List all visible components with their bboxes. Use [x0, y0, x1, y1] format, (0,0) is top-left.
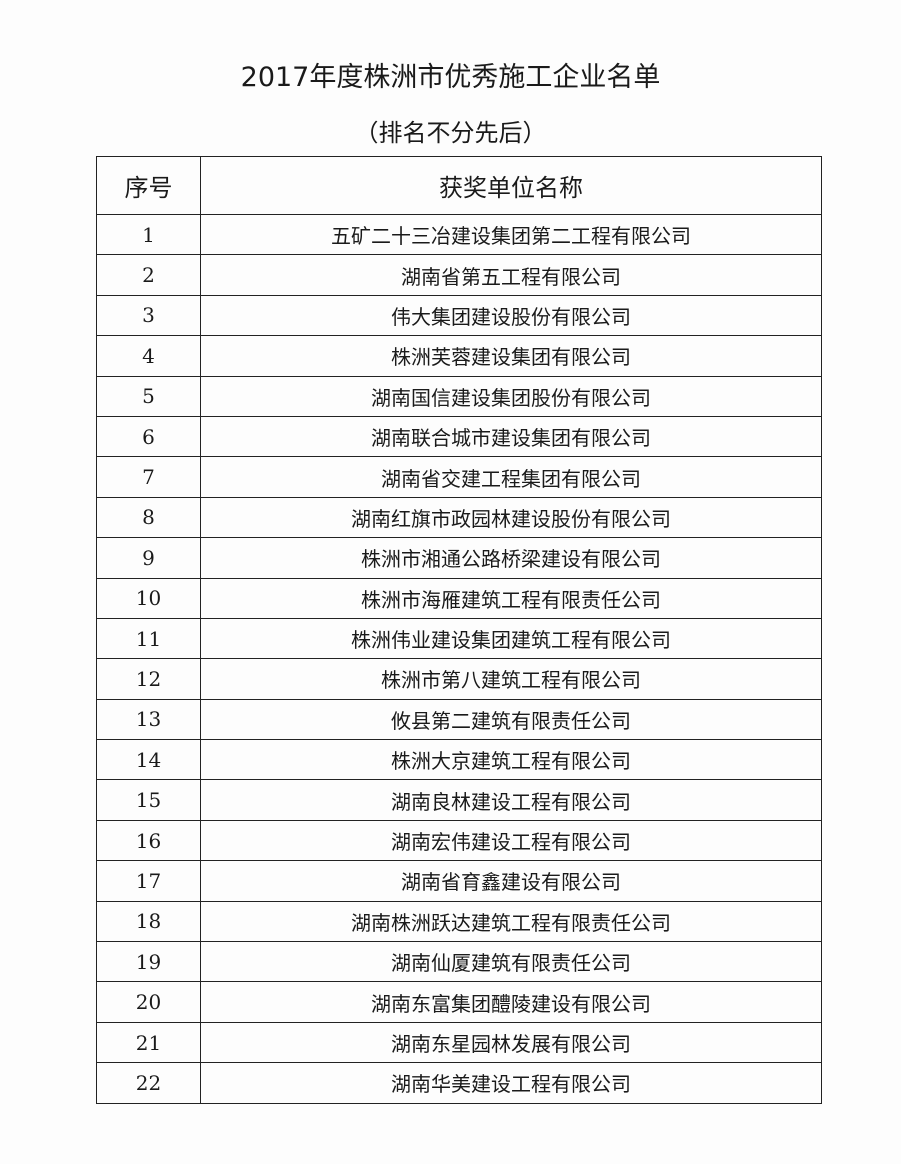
- table-row: 19 湖南仙厦建筑有限责任公司: [96, 941, 822, 983]
- table-row: 5 湖南国信建设集团股份有限公司: [96, 375, 822, 417]
- row-index: 18: [96, 900, 201, 943]
- table-row: 13 攸县第二建筑有限责任公司: [96, 698, 822, 741]
- company-name: 攸县第二建筑有限责任公司: [200, 698, 822, 741]
- company-name: 株洲市第八建筑工程有限公司: [200, 658, 822, 700]
- table-row: 11 株洲伟业建设集团建筑工程有限公司: [96, 617, 822, 660]
- row-index: 19: [96, 941, 201, 983]
- table-row: 8 湖南红旗市政园林建设股份有限公司: [96, 496, 822, 539]
- table-row: 15 湖南良林建设工程有限公司: [96, 779, 822, 821]
- table-row: 3 伟大集团建设股份有限公司: [96, 294, 822, 337]
- table-row: 4 株洲芙蓉建设集团有限公司: [96, 335, 822, 377]
- table-row: 12 株洲市第八建筑工程有限公司: [96, 658, 822, 700]
- row-index: 9: [96, 537, 201, 579]
- company-name: 湖南宏伟建设工程有限公司: [200, 819, 822, 862]
- table-row: 6 湖南联合城市建设集团有限公司: [96, 415, 822, 458]
- table-header-row: 序号 获奖单位名称: [96, 156, 822, 215]
- company-name: 湖南红旗市政园林建设股份有限公司: [200, 496, 822, 539]
- company-name: 湖南株洲跃达建筑工程有限责任公司: [200, 900, 822, 943]
- table-row: 7 湖南省交建工程集团有限公司: [96, 456, 822, 498]
- company-name: 湖南华美建设工程有限公司: [200, 1062, 822, 1104]
- table-row: 17 湖南省育鑫建设有限公司: [96, 860, 822, 902]
- row-index: 4: [96, 335, 201, 377]
- table-row: 1 五矿二十三冶建设集团第二工程有限公司: [96, 213, 822, 256]
- row-index: 21: [96, 1021, 201, 1064]
- table-row: 16 湖南宏伟建设工程有限公司: [96, 819, 822, 862]
- table-row: 21 湖南东星园林发展有限公司: [96, 1021, 822, 1064]
- row-index: 2: [96, 254, 201, 296]
- row-index: 6: [96, 415, 201, 458]
- company-name: 株洲芙蓉建设集团有限公司: [200, 335, 822, 377]
- company-name: 湖南东富集团醴陵建设有限公司: [200, 981, 822, 1023]
- row-index: 13: [96, 698, 201, 741]
- row-index: 3: [96, 294, 201, 337]
- company-name: 湖南省第五工程有限公司: [200, 254, 822, 296]
- company-name: 湖南国信建设集团股份有限公司: [200, 375, 822, 417]
- header-company-name: 获奖单位名称: [200, 156, 822, 215]
- company-name: 湖南仙厦建筑有限责任公司: [200, 941, 822, 983]
- table-row: 22 湖南华美建设工程有限公司: [96, 1062, 822, 1104]
- company-name: 湖南联合城市建设集团有限公司: [200, 415, 822, 458]
- row-index: 20: [96, 981, 201, 1023]
- company-name: 株洲市湘通公路桥梁建设有限公司: [200, 537, 822, 579]
- row-index: 1: [96, 213, 201, 256]
- table-row: 9 株洲市湘通公路桥梁建设有限公司: [96, 537, 822, 579]
- header-index: 序号: [96, 156, 201, 215]
- row-index: 17: [96, 860, 201, 902]
- award-table: 序号 获奖单位名称 1 五矿二十三冶建设集团第二工程有限公司 2 湖南省第五工程有限公…: [96, 156, 822, 1104]
- row-index: 15: [96, 779, 201, 821]
- company-name: 五矿二十三冶建设集团第二工程有限公司: [200, 213, 822, 256]
- row-index: 22: [96, 1062, 201, 1104]
- company-name: 株洲市海雁建筑工程有限责任公司: [200, 577, 822, 619]
- row-index: 11: [96, 617, 201, 660]
- row-index: 5: [96, 375, 201, 417]
- company-name: 湖南省交建工程集团有限公司: [200, 456, 822, 498]
- table-row: 14 株洲大京建筑工程有限公司: [96, 739, 822, 781]
- company-name: 株洲大京建筑工程有限公司: [200, 739, 822, 781]
- company-name: 株洲伟业建设集团建筑工程有限公司: [200, 617, 822, 660]
- company-name: 伟大集团建设股份有限公司: [200, 294, 822, 337]
- table-row: 2 湖南省第五工程有限公司: [96, 254, 822, 296]
- document-title: 2017年度株洲市优秀施工企业名单: [240, 62, 661, 93]
- row-index: 10: [96, 577, 201, 619]
- row-index: 7: [96, 456, 201, 498]
- row-index: 16: [96, 819, 201, 862]
- row-index: 12: [96, 658, 201, 700]
- table-row: 18 湖南株洲跃达建筑工程有限责任公司: [96, 900, 822, 943]
- company-name: 湖南省育鑫建设有限公司: [200, 860, 822, 902]
- table-row: 20 湖南东富集团醴陵建设有限公司: [96, 981, 822, 1023]
- row-index: 8: [96, 496, 201, 539]
- company-name: 湖南良林建设工程有限公司: [200, 779, 822, 821]
- row-index: 14: [96, 739, 201, 781]
- company-name: 湖南东星园林发展有限公司: [200, 1021, 822, 1064]
- table-row: 10 株洲市海雁建筑工程有限责任公司: [96, 577, 822, 619]
- document-subtitle: （排名不分先后）: [354, 119, 547, 147]
